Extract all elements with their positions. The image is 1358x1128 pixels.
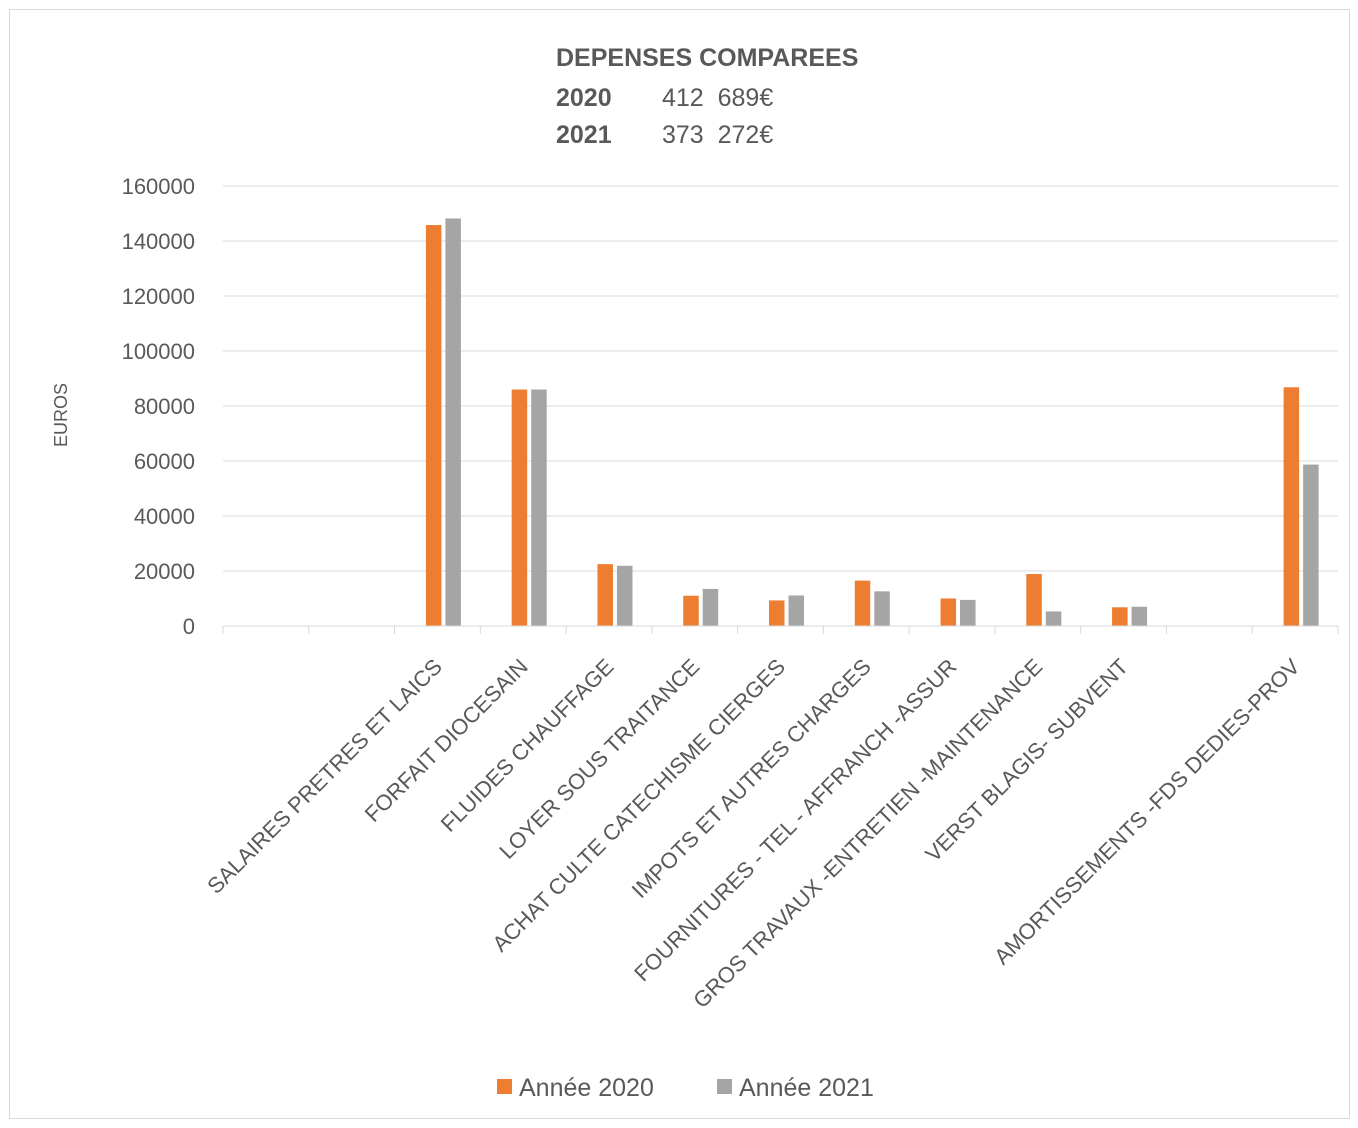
chart-title: DEPENSES COMPAREES [556, 44, 858, 72]
subtitle-amount-2020: 412 689€ [662, 84, 773, 112]
bar-s2-12 [1303, 464, 1319, 626]
legend-swatch [497, 1079, 512, 1094]
gridlines [223, 185, 1338, 572]
bar-s1-8 [940, 598, 957, 626]
chart-frame: DEPENSES COMPAREES 2020 412 689€ 2021 37… [9, 9, 1350, 1119]
legend-swatch [717, 1079, 732, 1094]
bar-s1-3 [511, 389, 528, 626]
bar-s1-2 [425, 225, 442, 627]
y-tick-label: 140000 [122, 229, 195, 254]
y-axis-label: EUROS [51, 383, 71, 447]
y-tick-label: 60000 [134, 449, 195, 474]
bar-s2-10 [1131, 606, 1148, 626]
bar-s2-8 [960, 599, 976, 626]
y-tick-label: 80000 [134, 394, 195, 419]
bar-s1-5 [683, 595, 699, 626]
chart-title-group: DEPENSES COMPAREES 2020 412 689€ 2021 37… [556, 44, 858, 149]
legend-label: Année 2020 [519, 1074, 654, 1102]
y-tick-label: 20000 [134, 559, 195, 584]
subtitle-year-2020: 2020 [556, 84, 612, 112]
y-tick-label: 100000 [122, 339, 195, 364]
y-tick-label: 0 [183, 614, 195, 639]
bar-s2-4 [616, 565, 633, 626]
bar-s2-6 [788, 595, 804, 626]
x-tick-label: FOURNITURES - TEL - AFFRANCH -ASSUR [629, 654, 961, 986]
bar-s2-2 [445, 218, 461, 626]
subtitle-year-2021: 2021 [556, 121, 612, 149]
y-tick-labels: 0 20000 40000 60000 80000 100000 120000 140000 1… [122, 174, 195, 639]
bar-s2-5 [702, 588, 719, 626]
bar-s2-9 [1045, 611, 1062, 626]
x-tick-label: ACHAT CULTE CATECHISME CIERGES [487, 654, 790, 957]
x-axis [222, 625, 1339, 634]
y-tick-label: 40000 [134, 504, 195, 529]
y-tick-label: 160000 [122, 174, 195, 199]
chart-svg: DEPENSES COMPAREES 2020 412 689€ 2021 37… [51, 44, 1339, 1102]
bar-s1-12 [1283, 387, 1300, 626]
bar-s1-6 [769, 600, 785, 626]
subtitle-amount-2021: 373 272€ [662, 121, 773, 149]
bar-s2-7 [874, 591, 890, 626]
legend-label: Année 2021 [739, 1074, 874, 1102]
x-tick-label: FORFAIT DIOCESAIN [360, 654, 533, 827]
bar-s1-4 [597, 564, 613, 626]
bar-s1-10 [1112, 607, 1128, 626]
bar-s1-9 [1026, 574, 1042, 626]
bar-s2-3 [531, 389, 547, 626]
y-tick-label: 120000 [122, 284, 195, 309]
bars [425, 218, 1319, 627]
bar-s1-7 [854, 580, 871, 626]
x-tick-label: FLUIDES CHAUFFAGE [436, 654, 619, 837]
x-tick-label: AMORTISSEMENTS -FDS DEDIES-PROV [989, 654, 1305, 970]
legend: Année 2020 Année 2021 [497, 1074, 874, 1102]
